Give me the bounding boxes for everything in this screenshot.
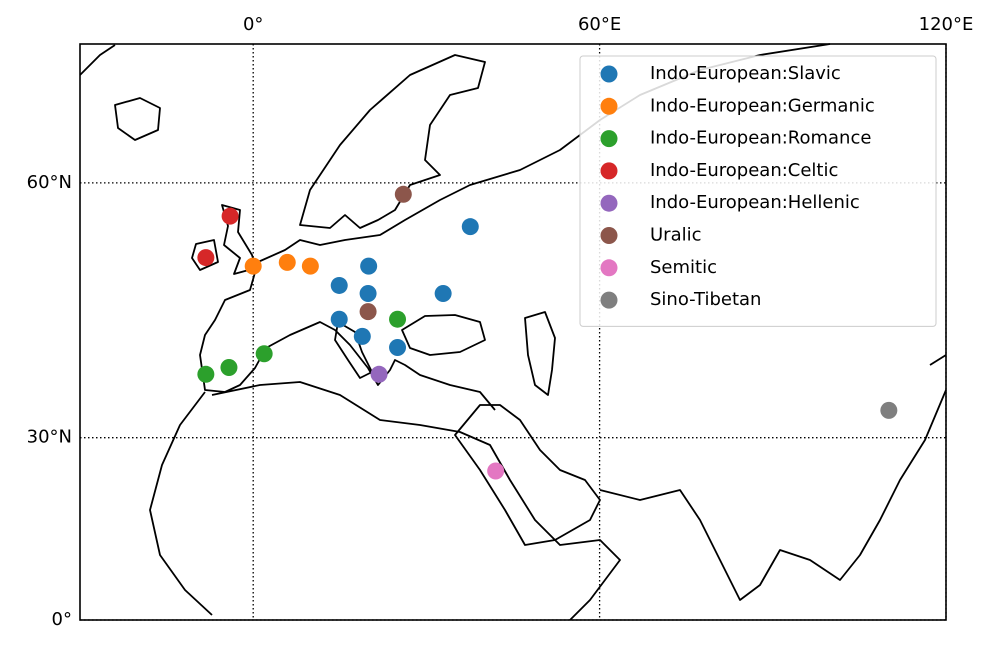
point [389,310,407,328]
point [370,365,388,383]
point [221,207,239,225]
point [461,218,479,236]
point [197,249,215,267]
point [330,276,348,294]
legend: Indo-European:Slavic Indo-European:German… [579,55,937,327]
legend-label: Semitic [650,257,717,278]
point [330,310,348,328]
point [389,339,407,357]
y-tick-label: 60°N [27,172,72,193]
legend-box [579,55,937,327]
point [359,303,377,321]
legend-marker [600,291,618,309]
y-tick-label: 0° [52,609,72,630]
point [255,345,273,363]
legend-label: Indo-European:Hellenic [650,192,860,213]
x-tick-label: 0° [243,14,263,35]
point [278,253,296,271]
x-tick-label: 120°E [919,14,974,35]
legend-marker [600,162,618,180]
point [487,462,505,480]
legend-marker [600,65,618,83]
legend-marker [600,259,618,277]
point [359,284,377,302]
point [353,327,371,345]
point [360,257,378,275]
point [394,185,412,203]
point [434,284,452,302]
legend-label: Sino-Tibetan [650,289,761,310]
legend-label: Indo-European:Romance [650,128,871,149]
legend-marker [600,227,618,244]
legend-label: Indo-European:Slavic [650,63,841,84]
point [880,401,898,419]
point [220,359,238,377]
legend-marker [600,194,618,212]
point [197,365,215,383]
coastlines [79,43,947,621]
legend-label: Indo-European:Germanic [650,95,875,116]
point [244,257,262,275]
map-frame [79,43,947,621]
legend-label: Uralic [650,225,702,246]
legend-label: Indo-European:Celtic [650,160,838,181]
legend-marker [600,130,618,148]
x-tick-label: 60°E [578,14,621,35]
y-tick-label: 30°N [27,427,72,448]
legend-marker [600,97,618,115]
point [301,257,319,275]
